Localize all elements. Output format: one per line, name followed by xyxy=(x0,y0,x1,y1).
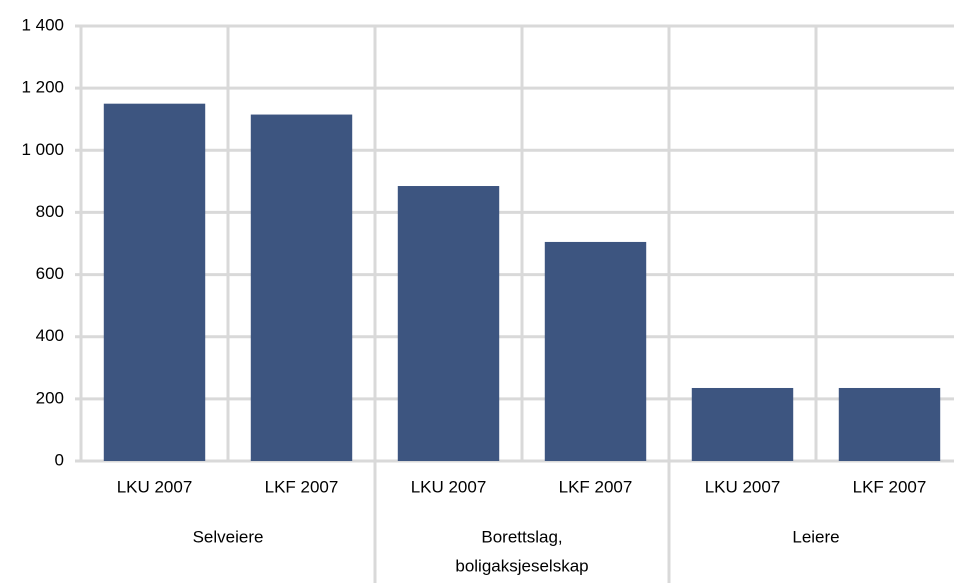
bar xyxy=(250,114,353,461)
bar xyxy=(103,103,206,461)
y-tick-label: 400 xyxy=(36,326,64,345)
y-tick-label: 200 xyxy=(36,388,64,407)
y-tick-label: 1 000 xyxy=(21,140,64,159)
bar xyxy=(838,387,941,461)
bar xyxy=(691,387,794,461)
y-tick-label: 0 xyxy=(55,450,64,469)
group-label: Selveiere xyxy=(193,527,264,546)
x-tick-label: LKU 2007 xyxy=(705,477,781,496)
y-tick-label: 800 xyxy=(36,202,64,221)
x-tick-label: LKF 2007 xyxy=(853,477,927,496)
bar xyxy=(397,186,500,461)
y-tick-label: 1 200 xyxy=(21,78,64,97)
group-label: Leiere xyxy=(792,527,839,546)
bar xyxy=(544,241,647,461)
x-tick-label: LKU 2007 xyxy=(117,477,193,496)
x-tick-label: LKF 2007 xyxy=(265,477,339,496)
x-tick-label: LKF 2007 xyxy=(559,477,633,496)
y-tick-label: 600 xyxy=(36,264,64,283)
group-label: Borettslag, xyxy=(481,527,562,546)
y-tick-label: 1 400 xyxy=(21,15,64,34)
x-tick-label: LKU 2007 xyxy=(411,477,487,496)
group-label: boligaksjeselskap xyxy=(455,556,588,575)
